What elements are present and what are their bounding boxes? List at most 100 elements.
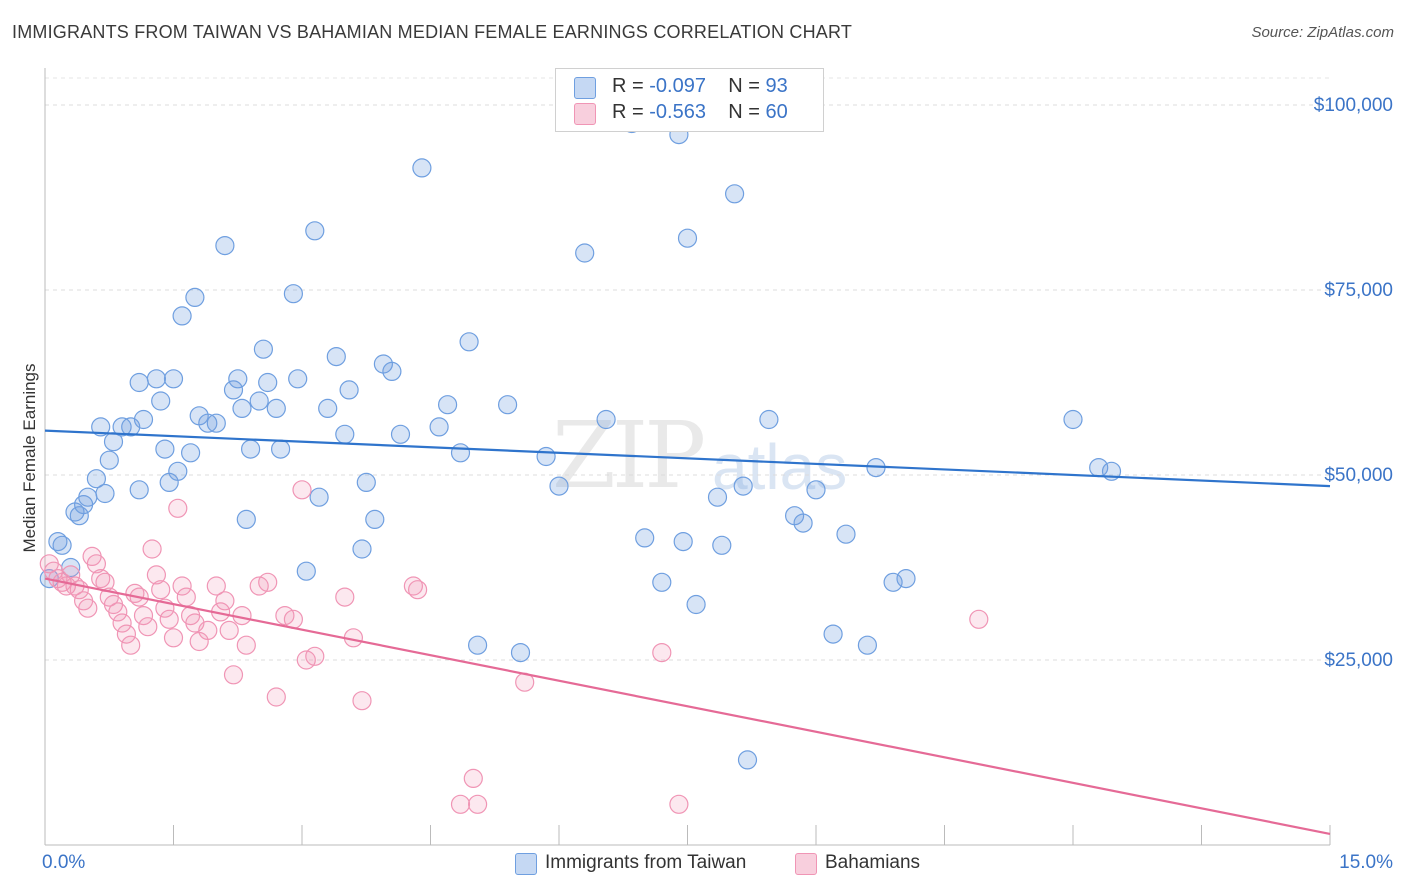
taiwan-point [498, 395, 518, 415]
taiwan-point [510, 642, 531, 663]
bahamians-point [450, 794, 471, 814]
bahamians-point [198, 620, 218, 641]
taiwan-point [836, 524, 856, 544]
chart-title: IMMIGRANTS FROM TAIWAN VS BAHAMIAN MEDIA… [12, 22, 853, 42]
bahamians-point [116, 624, 137, 644]
taiwan-point [793, 513, 813, 533]
bahamians-series [39, 480, 989, 814]
taiwan-point [271, 439, 291, 459]
bahamians-point [112, 613, 132, 633]
bahamians-point [408, 580, 428, 600]
bahamians-point [146, 565, 166, 585]
bahamians-point [969, 609, 989, 629]
bahamians-point [223, 665, 244, 685]
y-tick-label: $50,000 [1324, 465, 1393, 486]
taiwan-point [155, 439, 175, 459]
taiwan-point [133, 409, 154, 430]
taiwan-point [228, 369, 248, 389]
x-tick-label-min: 0.0% [42, 852, 85, 873]
bahamians-point [335, 587, 355, 607]
taiwan-point [823, 624, 843, 644]
legend-n-value-bahamians: 60 [765, 101, 788, 123]
legend-r-label: R = [612, 101, 650, 123]
taiwan-point [185, 287, 205, 307]
bahamians-point [172, 576, 192, 596]
taiwan-point [163, 369, 184, 389]
bahamians-point [266, 687, 286, 707]
taiwan-point [468, 635, 488, 655]
legend-r-value-bahamians: -0.563 [649, 101, 706, 123]
bahamians-point [219, 620, 239, 641]
taiwan-series [39, 113, 1122, 770]
source-credit: Source: ZipAtlas.com [1251, 24, 1394, 41]
bahamians-trend-line [44, 577, 1331, 835]
taiwan-point [318, 398, 338, 418]
taiwan-point [335, 424, 355, 444]
taiwan-point [69, 506, 89, 526]
bahamians-point [352, 691, 372, 711]
taiwan-point [309, 487, 329, 507]
taiwan-point [283, 284, 303, 304]
taiwan-point [86, 469, 107, 489]
taiwan-point [151, 391, 171, 411]
taiwan-point [459, 332, 479, 352]
taiwan-point [1063, 409, 1083, 430]
taiwan-point [249, 391, 269, 411]
bahamians-point [215, 591, 235, 611]
bahamians-point [652, 642, 672, 663]
taiwan-point [52, 535, 72, 555]
taiwan-point [129, 372, 149, 393]
bahamians-point [305, 646, 325, 666]
legend-n-value-taiwan: 93 [765, 75, 788, 97]
y-tick-label: $100,000 [1314, 95, 1393, 116]
taiwan-point [352, 539, 372, 559]
taiwan-point [305, 221, 325, 241]
taiwan-point [288, 369, 308, 389]
bahamians-point [463, 768, 483, 789]
legend-r-label: R = [612, 75, 650, 97]
taiwan-point [365, 509, 385, 530]
taiwan-point [707, 487, 728, 507]
taiwan-point [724, 184, 745, 204]
taiwan-point [168, 461, 188, 481]
bahamians-point [121, 635, 141, 655]
taiwan-point [129, 480, 149, 500]
taiwan-point [223, 380, 244, 400]
taiwan-point [596, 409, 616, 430]
x-tick-label-max: 15.0% [1339, 852, 1393, 873]
taiwan-point [536, 446, 556, 467]
taiwan-point [146, 369, 166, 389]
taiwan-point [172, 306, 192, 326]
bahamians-point [669, 794, 689, 814]
bahamians-point [78, 598, 98, 618]
y-axis-label: Median Female Earnings [20, 364, 39, 553]
taiwan-point [339, 380, 359, 400]
taiwan-point [737, 750, 758, 770]
taiwan-point [266, 398, 286, 418]
taiwan-point [296, 561, 316, 581]
taiwan-point [438, 395, 458, 415]
taiwan-point [677, 228, 698, 248]
taiwan-point [759, 409, 779, 430]
bottom-swatch-taiwan [515, 853, 537, 875]
taiwan-point [241, 439, 261, 459]
taiwan-point [806, 480, 826, 500]
bahamians-point [292, 480, 312, 500]
legend-n-label: N = [728, 101, 766, 123]
bahamians-point [133, 605, 154, 626]
taiwan-point [326, 347, 346, 367]
legend-swatch-bahamians [574, 103, 596, 125]
bottom-legend-taiwan-label: Immigrants from Taiwan [545, 852, 747, 873]
taiwan-point [450, 443, 471, 463]
taiwan-point [412, 158, 432, 178]
taiwan-point [206, 413, 226, 433]
correlation-legend: R = -0.097 N = 93 R = -0.563 N = 60 [555, 68, 824, 132]
taiwan-point [429, 417, 449, 437]
y-tick-label: $25,000 [1324, 650, 1393, 671]
taiwan-point [390, 424, 411, 444]
taiwan-point [181, 443, 201, 463]
bahamians-point [236, 635, 256, 655]
y-tick-label: $75,000 [1324, 280, 1393, 301]
bahamians-point [86, 554, 107, 574]
taiwan-point [575, 243, 595, 263]
